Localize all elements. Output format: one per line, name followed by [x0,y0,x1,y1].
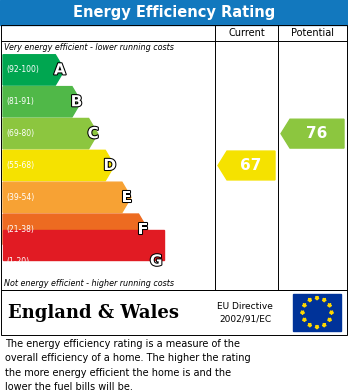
Bar [1,290,347,335]
Text: England & Wales: England & Wales [8,303,179,321]
Polygon shape [218,151,275,180]
Text: (81-91): (81-91) [6,97,34,106]
Text: D: D [103,158,116,173]
Text: (92-100): (92-100) [6,65,39,74]
Polygon shape [315,296,319,300]
Polygon shape [302,304,306,307]
Text: Energy Efficiency Rating: Energy Efficiency Rating [73,5,275,20]
Polygon shape [308,298,312,302]
Text: (1-20): (1-20) [6,256,29,265]
Text: The energy efficiency rating is a measure of the
overall efficiency of a home. T: The energy efficiency rating is a measur… [5,339,251,391]
Polygon shape [330,311,333,314]
Polygon shape [3,87,81,117]
Text: G: G [150,254,163,269]
Text: (39-54): (39-54) [6,193,34,202]
Bar [293,294,341,331]
Text: A: A [54,63,66,77]
Polygon shape [308,323,312,327]
Text: Potential: Potential [291,28,334,38]
Text: Very energy efficient - lower running costs: Very energy efficient - lower running co… [4,43,174,52]
Text: EU Directive
2002/91/EC: EU Directive 2002/91/EC [217,302,273,323]
Text: 67: 67 [240,158,262,173]
Polygon shape [281,119,344,148]
Polygon shape [3,230,164,260]
Polygon shape [315,325,319,329]
Text: (21-38): (21-38) [6,225,34,234]
Text: E: E [121,190,132,205]
Polygon shape [3,182,131,213]
Polygon shape [322,298,326,302]
Text: F: F [138,222,148,237]
Polygon shape [3,150,114,181]
Text: (55-68): (55-68) [6,161,34,170]
Text: B: B [71,94,82,109]
Polygon shape [301,311,304,314]
Polygon shape [3,55,64,85]
Text: Current: Current [228,28,265,38]
Polygon shape [328,318,331,322]
Text: Not energy efficient - higher running costs: Not energy efficient - higher running co… [4,279,174,288]
Text: (69-80): (69-80) [6,129,34,138]
Text: C: C [88,126,99,141]
Text: 76: 76 [306,126,328,141]
Bar [1,25,347,290]
Bar [0,0,348,25]
Polygon shape [322,323,326,327]
Polygon shape [3,214,148,244]
Polygon shape [3,118,98,149]
Polygon shape [328,304,331,307]
Polygon shape [302,318,306,322]
